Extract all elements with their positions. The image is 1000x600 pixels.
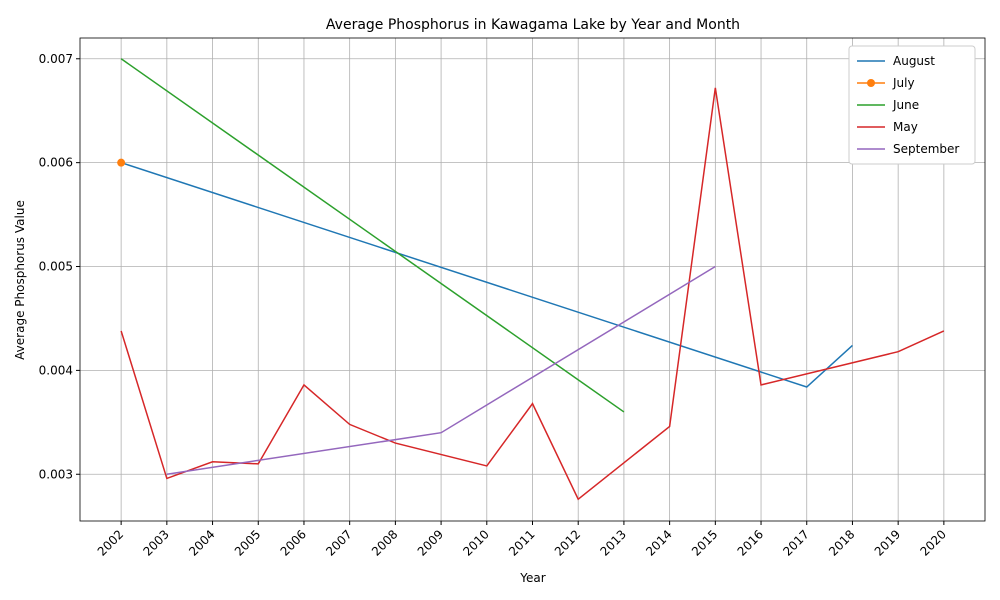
legend-label: June [892,98,919,112]
legend-marker [867,79,875,87]
line [120,58,625,413]
x-axis-label: Year [519,571,545,585]
point [117,158,126,167]
legend-label: July [892,76,915,90]
y-tick-label: 0.007 [39,52,73,66]
legend-box [848,45,976,165]
y-tick-label: 0.004 [39,363,73,377]
legend-label: May [893,120,918,134]
y-axis-label: Average Phosphorus Value [13,200,27,360]
y-tick-label: 0.006 [39,156,73,170]
legend-label: September [893,142,959,156]
legend-label: August [893,54,935,68]
chart-title: Average Phosphorus in Kawagama Lake by Y… [326,17,740,33]
line [120,87,945,501]
y-tick-label: 0.005 [39,260,73,274]
y-tick-label: 0.003 [39,467,73,481]
line [120,161,853,388]
legend: August July June May September [848,45,976,165]
plot-frame [79,37,986,522]
line [166,265,716,475]
